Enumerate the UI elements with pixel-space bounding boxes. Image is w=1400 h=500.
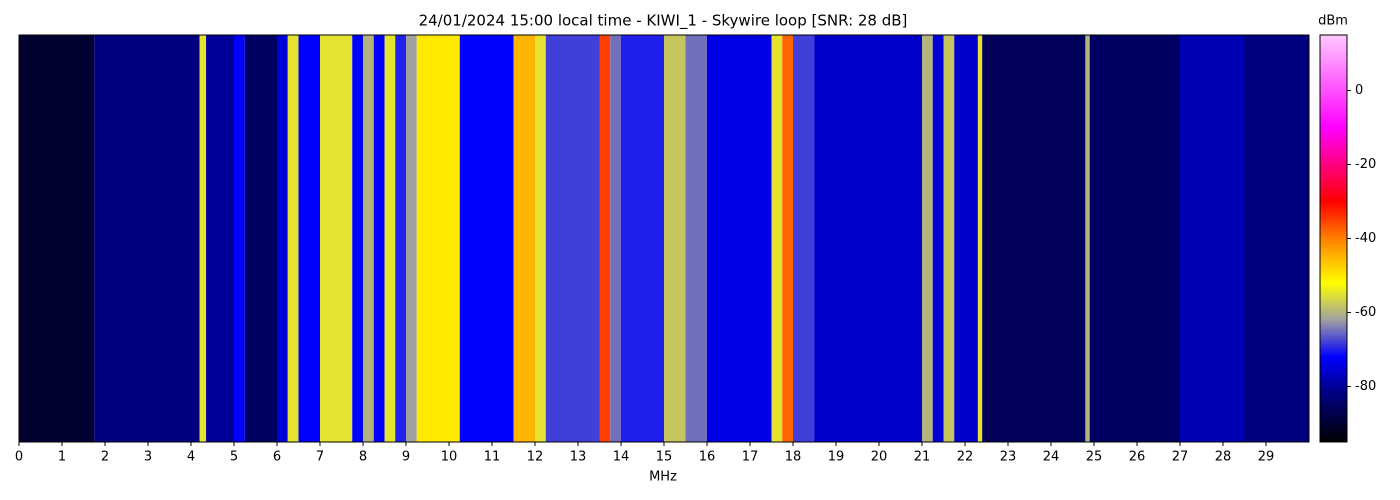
x-tick-label: 20 bbox=[871, 450, 888, 465]
x-tick-label: 27 bbox=[1172, 450, 1189, 465]
heatmap-cell bbox=[977, 35, 983, 442]
heatmap-cell bbox=[610, 35, 621, 442]
x-tick-label: 17 bbox=[742, 450, 759, 465]
heatmap-cell bbox=[982, 35, 1086, 442]
x-tick-label: 15 bbox=[656, 450, 673, 465]
x-tick-label: 26 bbox=[1129, 450, 1146, 465]
heatmap-cell bbox=[277, 35, 288, 442]
heatmap-cell bbox=[234, 35, 245, 442]
colorbar-tick-label: -40 bbox=[1355, 231, 1376, 246]
x-tick-label: 23 bbox=[1000, 450, 1017, 465]
heatmap-cell bbox=[545, 35, 600, 442]
x-tick-label: 18 bbox=[785, 450, 802, 465]
heatmap-cell bbox=[535, 35, 546, 442]
heatmap-cell bbox=[1089, 35, 1180, 442]
heatmap-cell bbox=[621, 35, 664, 442]
heatmap-cell bbox=[954, 35, 978, 442]
heatmap-cell bbox=[1244, 35, 1309, 442]
colorbar-tick-label: -80 bbox=[1355, 379, 1376, 394]
x-tick-label: 7 bbox=[316, 450, 324, 465]
x-tick-label: 16 bbox=[699, 450, 716, 465]
x-tick-label: 0 bbox=[15, 450, 23, 465]
heatmap-cell bbox=[206, 35, 234, 442]
heatmap-cell bbox=[352, 35, 363, 442]
x-tick-label: 29 bbox=[1258, 450, 1275, 465]
heatmap-cell bbox=[199, 35, 207, 442]
x-tick-label: 21 bbox=[914, 450, 931, 465]
x-axis-label: MHz bbox=[649, 470, 677, 485]
heatmap-cell bbox=[771, 35, 783, 442]
heatmap-cell bbox=[244, 35, 277, 442]
heatmap-cell bbox=[513, 35, 535, 442]
heatmap-cell bbox=[599, 35, 611, 442]
x-tick-label: 6 bbox=[273, 450, 281, 465]
x-tick-label: 24 bbox=[1043, 450, 1060, 465]
heatmap-cell bbox=[664, 35, 686, 442]
x-tick-label: 9 bbox=[402, 450, 410, 465]
heatmap-cell bbox=[287, 35, 299, 442]
chart-title: 24/01/2024 15:00 local time - KIWI_1 - S… bbox=[419, 12, 908, 31]
heatmap-cell bbox=[1085, 35, 1090, 442]
heatmap-cell bbox=[19, 35, 95, 442]
x-tick-label: 22 bbox=[957, 450, 974, 465]
heatmap-cell bbox=[373, 35, 385, 442]
x-tick-label: 4 bbox=[187, 450, 195, 465]
colorbar-tick-label: -60 bbox=[1355, 305, 1376, 320]
x-tick-label: 25 bbox=[1086, 450, 1103, 465]
x-tick-label: 11 bbox=[484, 450, 501, 465]
heatmap-cell bbox=[395, 35, 406, 442]
x-tick-label: 3 bbox=[144, 450, 152, 465]
heatmap-cell bbox=[363, 35, 374, 442]
x-tick-label: 19 bbox=[828, 450, 845, 465]
heatmap-cell bbox=[298, 35, 320, 442]
heatmap-cell bbox=[416, 35, 460, 442]
heatmap-cell bbox=[932, 35, 944, 442]
colorbar-label: dBm bbox=[1318, 14, 1348, 29]
colorbar-tick-label: 0 bbox=[1355, 83, 1363, 98]
heatmap-cell bbox=[320, 35, 353, 442]
heatmap-cell bbox=[94, 35, 200, 442]
heatmap-cell bbox=[406, 35, 417, 442]
x-tick-label: 10 bbox=[441, 450, 458, 465]
x-tick-label: 14 bbox=[613, 450, 630, 465]
heatmap-cell bbox=[384, 35, 396, 442]
heatmap-cell bbox=[1180, 35, 1245, 442]
x-tick-label: 8 bbox=[359, 450, 367, 465]
x-tick-label: 5 bbox=[230, 450, 238, 465]
heatmap-cell bbox=[793, 35, 815, 442]
heatmap-cell bbox=[943, 35, 955, 442]
heatmap-cell bbox=[814, 35, 922, 442]
x-tick-label: 12 bbox=[527, 450, 544, 465]
heatmap-cell bbox=[707, 35, 772, 442]
heatmap-cell bbox=[459, 35, 514, 442]
x-tick-label: 1 bbox=[58, 450, 66, 465]
heatmap-cell bbox=[782, 35, 793, 442]
x-tick-label: 13 bbox=[570, 450, 587, 465]
colorbar-tick-label: -20 bbox=[1355, 157, 1376, 172]
x-tick-label: 2 bbox=[101, 450, 109, 465]
colorbar bbox=[1319, 34, 1348, 443]
heatmap-cell bbox=[922, 35, 933, 442]
heatmap-cell bbox=[685, 35, 707, 442]
x-tick-label: 28 bbox=[1215, 450, 1232, 465]
